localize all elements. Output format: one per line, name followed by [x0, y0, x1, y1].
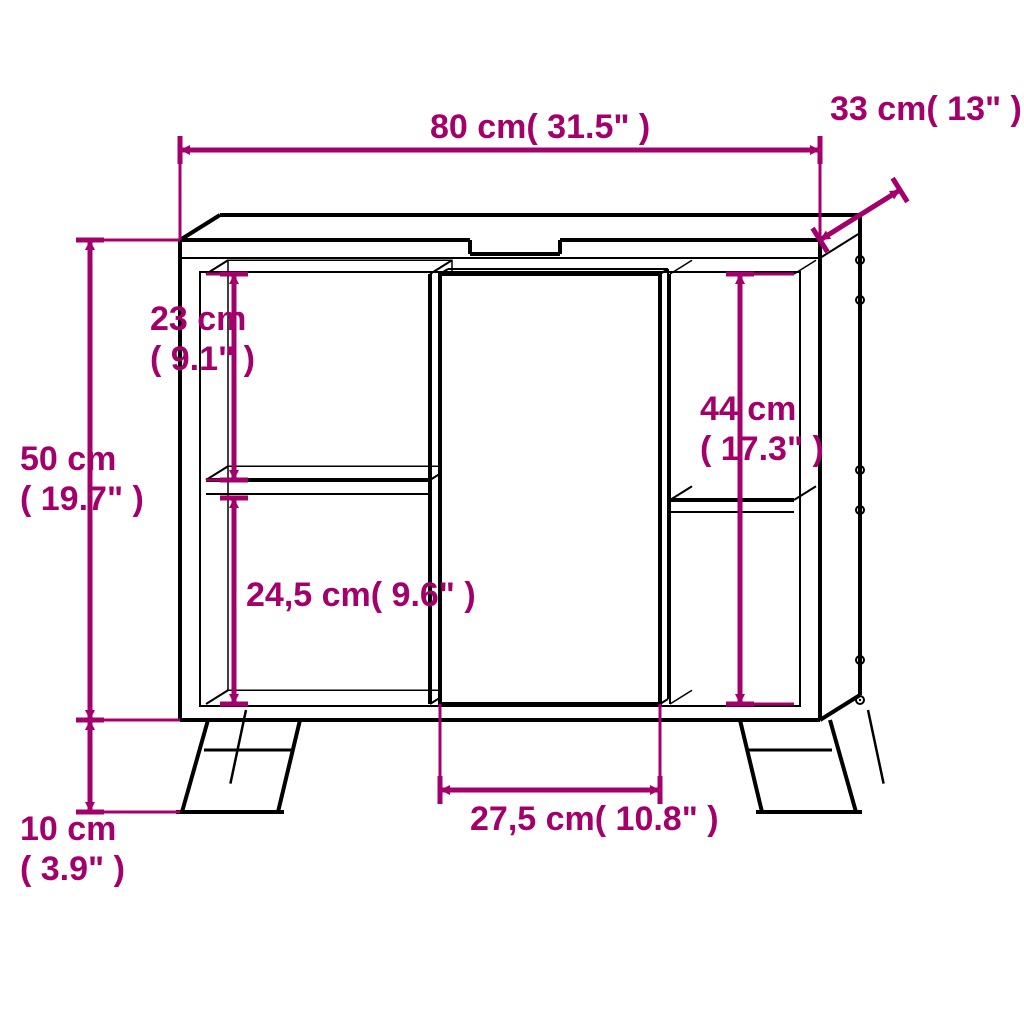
dim-label-lower_shelf_24_5: 24,5 cm( 9.6" ) [246, 576, 476, 614]
dim-label-height_50: 50 cm [20, 440, 116, 478]
dim-depth_33: 33 cm( 13" ) [813, 90, 1022, 252]
dim-width_80: 80 cm( 31.5" ) [180, 108, 820, 150]
dim-label-leg_10-imperial: ( 3.9" ) [20, 850, 125, 888]
dim-label-door_w_27_5: 27,5 cm( 10.8" ) [470, 800, 719, 838]
dim-label-inner_h_44: 44 cm [700, 390, 796, 428]
dim-door_w_27_5: 27,5 cm( 10.8" ) [440, 790, 719, 838]
dim-label-depth_33: 33 cm( 13" ) [830, 90, 1022, 128]
dim-label-upper_shelf_23: 23 cm [150, 300, 246, 338]
dim-label-width_80: 80 cm( 31.5" ) [430, 108, 650, 146]
dim-upper_shelf_23: 23 cm( 9.1" ) [150, 274, 255, 480]
dim-leg_10: 10 cm( 3.9" ) [20, 720, 125, 888]
dim-label-inner_h_44-imperial: ( 17.3" ) [700, 430, 824, 468]
cabinet-drawing [176, 215, 884, 812]
dim-label-upper_shelf_23-imperial: ( 9.1" ) [150, 340, 255, 378]
dim-label-leg_10: 10 cm [20, 810, 116, 848]
dim-height_50: 50 cm( 19.7" ) [20, 240, 144, 720]
dim-label-height_50-imperial: ( 19.7" ) [20, 480, 144, 518]
dim-inner_h_44: 44 cm( 17.3" ) [700, 274, 824, 704]
